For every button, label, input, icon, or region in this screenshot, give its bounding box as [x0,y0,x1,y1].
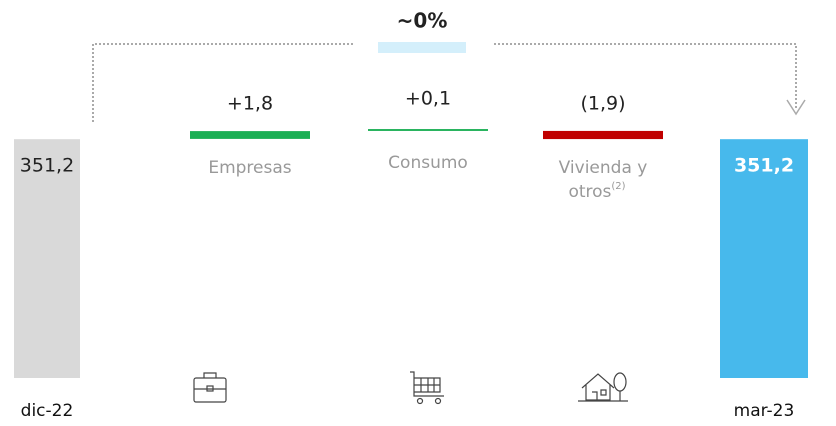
total-bar [720,139,808,378]
footnote-mark: (2) [611,181,625,192]
value-label: +1,8 [227,93,273,115]
icon-house [578,372,628,402]
category-label: dic-22 [21,401,74,421]
delta-bar [368,129,488,131]
value-label: +0,1 [405,88,451,110]
connector-arrow [786,99,806,116]
value-label: 351,2 [20,155,74,177]
category-label: Empresas [208,158,291,178]
total-bar [14,139,80,378]
category-label-line: otros [568,182,611,202]
delta-bar [190,131,310,139]
value-label: 351,2 [734,155,794,177]
category-label: mar-23 [734,401,795,421]
connector-right [494,43,797,110]
category-label-line: Vivienda y [559,158,648,178]
delta-bar [543,130,663,140]
category-label: Consumo [388,153,468,173]
category-label: Vivienda y otros(2) [559,158,648,202]
annotation-band [378,42,466,53]
connector-left [92,43,353,122]
icon-cart [410,371,444,405]
icon-briefcase [193,372,227,403]
annotation: ~0% [397,9,448,33]
value-label: (1,9) [580,93,625,115]
connector [92,43,797,122]
